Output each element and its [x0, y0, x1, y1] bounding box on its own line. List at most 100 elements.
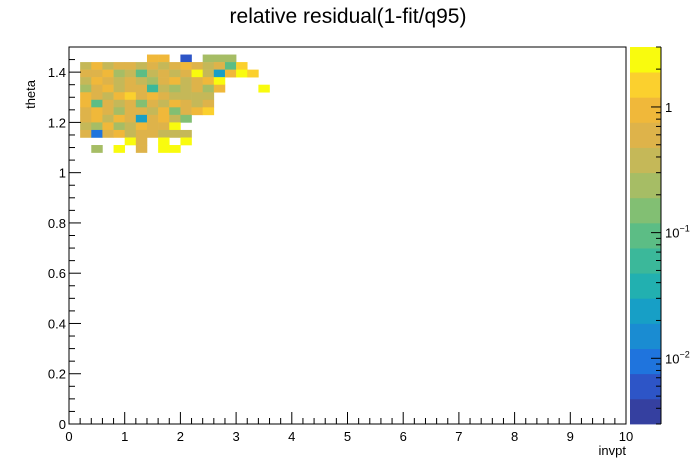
heatmap-cell: [169, 62, 181, 70]
y-tick-label: 1.2: [48, 115, 66, 130]
y-tick-label: 0.8: [48, 216, 66, 231]
heatmap-cell: [202, 77, 215, 85]
heatmap-cell: [158, 129, 170, 138]
heatmap-cell: [124, 107, 137, 116]
heatmap-cell: [191, 84, 203, 93]
heatmap-cell: [146, 77, 159, 85]
heatmap-cell: [146, 99, 159, 108]
heatmap-cell: [135, 137, 148, 146]
heatmap-cell: [202, 54, 215, 63]
colorbar-swatch: [630, 348, 661, 375]
x-axis-label: invpt: [599, 443, 627, 458]
heatmap-cell: [191, 77, 203, 85]
y-tick-label: 1: [59, 166, 66, 181]
heatmap-cell: [124, 62, 137, 70]
heatmap-cell: [91, 92, 103, 101]
heatmap-cell: [158, 99, 170, 108]
heatmap-cell: [124, 129, 137, 138]
heatmap-cell: [191, 92, 203, 101]
heatmap-cell: [213, 77, 226, 85]
heatmap-cell: [80, 62, 92, 70]
heatmap-cell: [169, 107, 181, 116]
y-tick-label: 0.4: [48, 316, 66, 331]
heatmap-cell: [146, 122, 159, 131]
heatmap-cell: [169, 69, 181, 78]
heatmap-cell: [91, 107, 103, 116]
heatmap-cell: [113, 129, 125, 138]
heatmap-cell: [169, 129, 181, 138]
heatmap-cell: [247, 69, 259, 78]
heatmap-cell: [113, 99, 125, 108]
heatmap-cell: [80, 129, 92, 138]
heatmap-cell: [158, 92, 170, 101]
heatmap-cell: [180, 62, 192, 70]
color-scale-bar: 10−2 10−1 1: [630, 46, 690, 425]
heatmap-cell: [191, 62, 203, 70]
heatmap-cell: [91, 99, 103, 108]
heatmap-cell: [169, 84, 181, 93]
heatmap-cell: [158, 107, 170, 116]
heatmap-cell: [169, 92, 181, 101]
colorbar-swatch: [630, 47, 661, 73]
heatmap-cell: [102, 122, 114, 131]
colorbar-swatch: [630, 197, 661, 224]
heatmap-cell: [213, 69, 226, 78]
heatmap-cell: [146, 92, 159, 101]
heatmap-cell: [180, 137, 192, 146]
heatmap-cell: [158, 114, 170, 123]
heatmap-cell: [102, 62, 114, 70]
heatmap-cell: [202, 92, 215, 101]
heatmap-cell: [135, 62, 148, 70]
heatmap-cell: [202, 69, 215, 78]
heatmap-cell: [213, 62, 226, 70]
heatmap-cell: [124, 114, 137, 123]
heatmap-cell: [80, 114, 92, 123]
heatmap-cell: [180, 77, 192, 85]
heatmap-cell: [124, 99, 137, 108]
colorbar-swatch: [630, 298, 661, 324]
heatmap-cell: [135, 77, 148, 85]
heatmap-cell: [191, 99, 203, 108]
colorbar-swatch: [630, 72, 661, 98]
heatmap-cell: [135, 129, 148, 138]
heatmap-cell: [113, 145, 125, 153]
heatmap-cell: [191, 107, 203, 116]
heatmap-cell: [80, 122, 92, 131]
heatmap-cell: [91, 77, 103, 85]
heatmap-cell: [91, 114, 103, 123]
colorbar-swatch: [630, 398, 661, 425]
colorbar-swatch: [630, 172, 661, 199]
x-tick-label: 3: [232, 429, 239, 444]
heatmap-cell: [102, 77, 114, 85]
colorbar-swatch: [630, 273, 661, 299]
heatmap-cell: [135, 69, 148, 78]
x-tick-label: 7: [455, 429, 462, 444]
heatmap-cell: [80, 84, 92, 93]
heatmap-cell: [169, 114, 181, 123]
heatmap-cell: [135, 99, 148, 108]
heatmap-cell: [124, 137, 137, 146]
y-tick-label: 0.6: [48, 266, 66, 281]
heatmap-cell: [102, 129, 114, 138]
heatmap-cell: [135, 92, 148, 101]
heatmap-cell: [80, 77, 92, 85]
colorbar-swatch: [630, 373, 661, 400]
heatmap-cell: [80, 107, 92, 116]
heatmap-cell: [124, 77, 137, 85]
heatmap-cell: [180, 54, 192, 63]
heatmap-cell: [224, 62, 237, 70]
chart-title: relative residual(1-fit/q95): [230, 5, 467, 28]
heatmap-cell: [146, 114, 159, 123]
x-tick-label: 10: [619, 429, 633, 444]
heatmap-cell: [146, 107, 159, 116]
colorbar-swatch: [630, 222, 661, 249]
heatmap-cell: [180, 84, 192, 93]
heatmap-cell: [180, 69, 192, 78]
heatmap-cell: [169, 99, 181, 108]
heatmap-cell: [135, 84, 148, 93]
heatmap-cell: [135, 122, 148, 131]
heatmap-cell: [180, 114, 192, 123]
x-tick-label: 9: [567, 429, 574, 444]
x-tick-label: 4: [288, 429, 295, 444]
